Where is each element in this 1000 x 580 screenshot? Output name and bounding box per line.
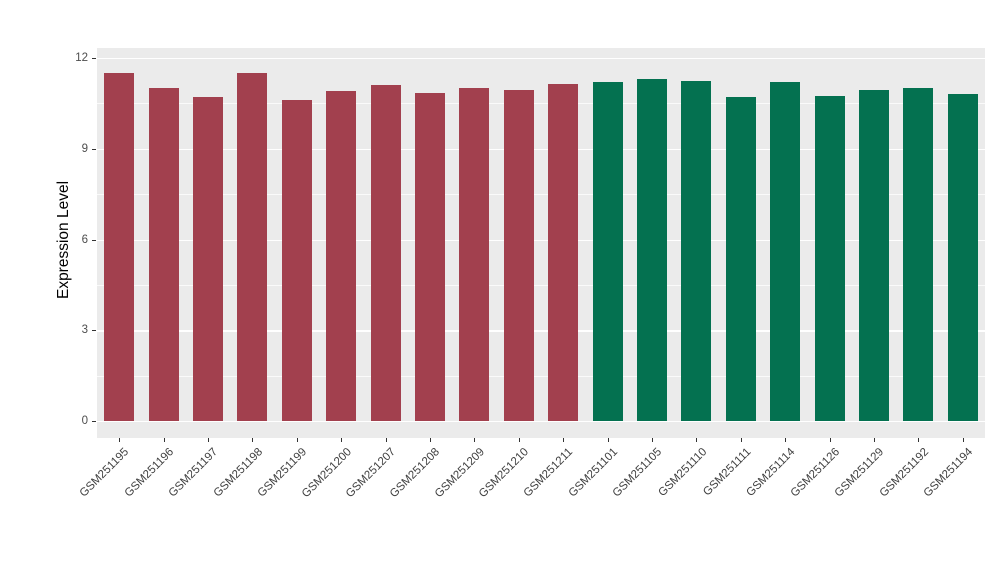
x-tick-mark <box>119 438 121 442</box>
y-tick-label: 9 <box>81 142 88 155</box>
gridline-minor <box>97 103 985 105</box>
gridline-minor <box>97 194 985 195</box>
bar <box>814 95 845 421</box>
y-tick-mark <box>92 330 96 332</box>
bar <box>770 82 801 421</box>
bar <box>415 92 445 421</box>
y-tick-mark <box>92 58 96 59</box>
bar <box>281 100 312 421</box>
bar <box>592 82 623 421</box>
bar <box>503 89 534 421</box>
gridline-major <box>97 330 985 332</box>
bar <box>681 80 712 421</box>
x-tick-mark <box>252 438 254 442</box>
bar <box>193 97 223 421</box>
x-tick-mark <box>563 438 565 442</box>
gridline-minor <box>97 284 985 286</box>
y-tick-label: 0 <box>81 415 88 427</box>
gridline-major <box>97 239 985 241</box>
gridline-minor <box>97 375 985 377</box>
x-tick-mark <box>208 438 209 442</box>
bar <box>548 83 579 421</box>
bar <box>859 89 889 421</box>
bar <box>326 91 357 421</box>
y-tick-mark <box>92 239 96 241</box>
gridline-major <box>97 421 985 423</box>
x-tick-mark <box>918 438 920 442</box>
bar <box>237 73 268 421</box>
x-tick-mark <box>829 438 831 442</box>
bar <box>947 94 978 421</box>
bar <box>725 97 756 421</box>
bar <box>903 88 934 421</box>
y-tick-mark <box>92 421 96 422</box>
x-tick-mark <box>341 438 343 442</box>
x-tick-mark <box>874 438 875 442</box>
x-tick-mark <box>518 438 520 442</box>
y-tick-mark <box>92 148 96 150</box>
y-tick-label: 12 <box>75 52 88 64</box>
x-tick-mark <box>430 438 431 442</box>
x-tick-mark <box>740 438 742 442</box>
x-tick-mark <box>652 438 653 442</box>
x-tick-mark <box>296 438 298 442</box>
x-tick-mark <box>785 438 787 442</box>
x-tick-mark <box>385 438 387 442</box>
x-tick-mark <box>962 438 964 442</box>
gridline-major <box>97 148 985 151</box>
x-tick-mark <box>163 438 165 442</box>
x-tick-mark <box>607 438 609 442</box>
y-tick-label: 6 <box>81 233 88 246</box>
bar <box>104 73 135 421</box>
gridline-major <box>97 58 985 60</box>
plot-panel <box>97 48 985 438</box>
bar <box>148 88 179 421</box>
bar <box>459 88 490 421</box>
bar <box>637 79 667 421</box>
y-tick-label: 3 <box>81 324 88 337</box>
x-tick-mark <box>696 438 698 442</box>
x-tick-mark <box>474 438 476 442</box>
bar <box>370 85 401 421</box>
